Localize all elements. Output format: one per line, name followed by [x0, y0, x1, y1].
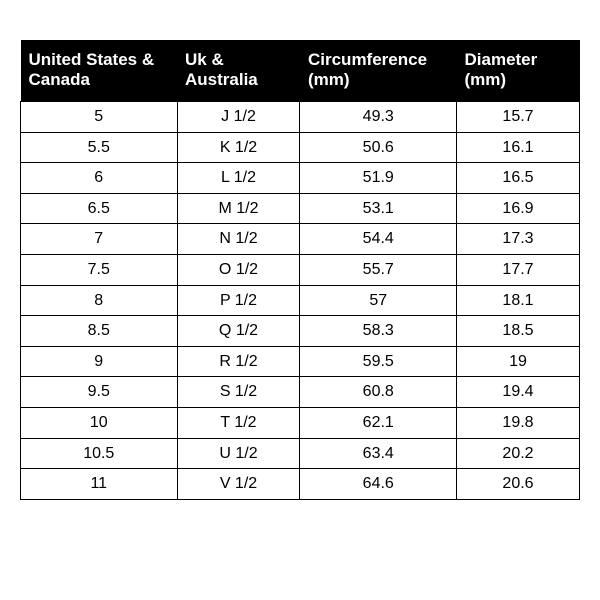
header-row: United States & Canada Uk & Australia Ci…	[21, 40, 580, 102]
col-header-diameter: Diameter (mm)	[457, 40, 580, 102]
table-cell: 9	[21, 346, 178, 377]
table-cell: 8	[21, 285, 178, 316]
table-row: 10T 1/262.119.8	[21, 408, 580, 439]
table-row: 8P 1/25718.1	[21, 285, 580, 316]
table-cell: 7	[21, 224, 178, 255]
table-cell: J 1/2	[177, 102, 300, 133]
table-cell: 16.1	[457, 132, 580, 163]
table-cell: 64.6	[300, 469, 457, 500]
table-cell: 10	[21, 408, 178, 439]
table-cell: K 1/2	[177, 132, 300, 163]
table-cell: 16.9	[457, 193, 580, 224]
table-cell: U 1/2	[177, 438, 300, 469]
table-row: 10.5U 1/263.420.2	[21, 438, 580, 469]
table-cell: 58.3	[300, 316, 457, 347]
header-line1: United States &	[29, 50, 155, 69]
table-row: 5J 1/249.315.7	[21, 102, 580, 133]
table-cell: 17.7	[457, 255, 580, 286]
table-cell: 20.2	[457, 438, 580, 469]
table-cell: S 1/2	[177, 377, 300, 408]
header-line2: Australia	[185, 70, 258, 89]
table-cell: 49.3	[300, 102, 457, 133]
table-container: United States & Canada Uk & Australia Ci…	[0, 0, 600, 520]
table-cell: 17.3	[457, 224, 580, 255]
header-line2: (mm)	[308, 70, 350, 89]
table-cell: 63.4	[300, 438, 457, 469]
header-line1: Uk &	[185, 50, 224, 69]
table-row: 9R 1/259.519	[21, 346, 580, 377]
table-cell: 59.5	[300, 346, 457, 377]
table-row: 7.5O 1/255.717.7	[21, 255, 580, 286]
table-cell: N 1/2	[177, 224, 300, 255]
table-row: 8.5Q 1/258.318.5	[21, 316, 580, 347]
table-cell: 19	[457, 346, 580, 377]
table-cell: 6.5	[21, 193, 178, 224]
table-cell: 18.5	[457, 316, 580, 347]
table-row: 5.5K 1/250.616.1	[21, 132, 580, 163]
table-cell: Q 1/2	[177, 316, 300, 347]
table-row: 6L 1/251.916.5	[21, 163, 580, 194]
table-row: 7N 1/254.417.3	[21, 224, 580, 255]
table-cell: 5	[21, 102, 178, 133]
table-cell: 6	[21, 163, 178, 194]
header-line1: Diameter	[465, 50, 538, 69]
table-cell: O 1/2	[177, 255, 300, 286]
table-cell: 62.1	[300, 408, 457, 439]
table-cell: 16.5	[457, 163, 580, 194]
table-cell: 18.1	[457, 285, 580, 316]
table-header: United States & Canada Uk & Australia Ci…	[21, 40, 580, 102]
table-cell: 57	[300, 285, 457, 316]
col-header-circumference: Circumference (mm)	[300, 40, 457, 102]
table-cell: 53.1	[300, 193, 457, 224]
table-cell: 8.5	[21, 316, 178, 347]
header-line2: (mm)	[465, 70, 507, 89]
table-cell: P 1/2	[177, 285, 300, 316]
table-cell: 55.7	[300, 255, 457, 286]
col-header-uk-australia: Uk & Australia	[177, 40, 300, 102]
table-row: 9.5S 1/260.819.4	[21, 377, 580, 408]
table-cell: 19.4	[457, 377, 580, 408]
table-cell: M 1/2	[177, 193, 300, 224]
table-cell: 10.5	[21, 438, 178, 469]
table-row: 6.5M 1/253.116.9	[21, 193, 580, 224]
col-header-us-canada: United States & Canada	[21, 40, 178, 102]
table-cell: 9.5	[21, 377, 178, 408]
table-cell: 5.5	[21, 132, 178, 163]
table-cell: R 1/2	[177, 346, 300, 377]
table-cell: 19.8	[457, 408, 580, 439]
table-cell: L 1/2	[177, 163, 300, 194]
header-line1: Circumference	[308, 50, 427, 69]
table-cell: 51.9	[300, 163, 457, 194]
table-cell: 7.5	[21, 255, 178, 286]
table-row: 11V 1/264.620.6	[21, 469, 580, 500]
table-cell: T 1/2	[177, 408, 300, 439]
ring-size-table: United States & Canada Uk & Australia Ci…	[20, 40, 580, 500]
table-body: 5J 1/249.315.75.5K 1/250.616.16L 1/251.9…	[21, 102, 580, 500]
table-cell: V 1/2	[177, 469, 300, 500]
table-cell: 50.6	[300, 132, 457, 163]
table-cell: 11	[21, 469, 178, 500]
header-line2: Canada	[29, 70, 90, 89]
table-cell: 20.6	[457, 469, 580, 500]
table-cell: 15.7	[457, 102, 580, 133]
table-cell: 54.4	[300, 224, 457, 255]
table-cell: 60.8	[300, 377, 457, 408]
